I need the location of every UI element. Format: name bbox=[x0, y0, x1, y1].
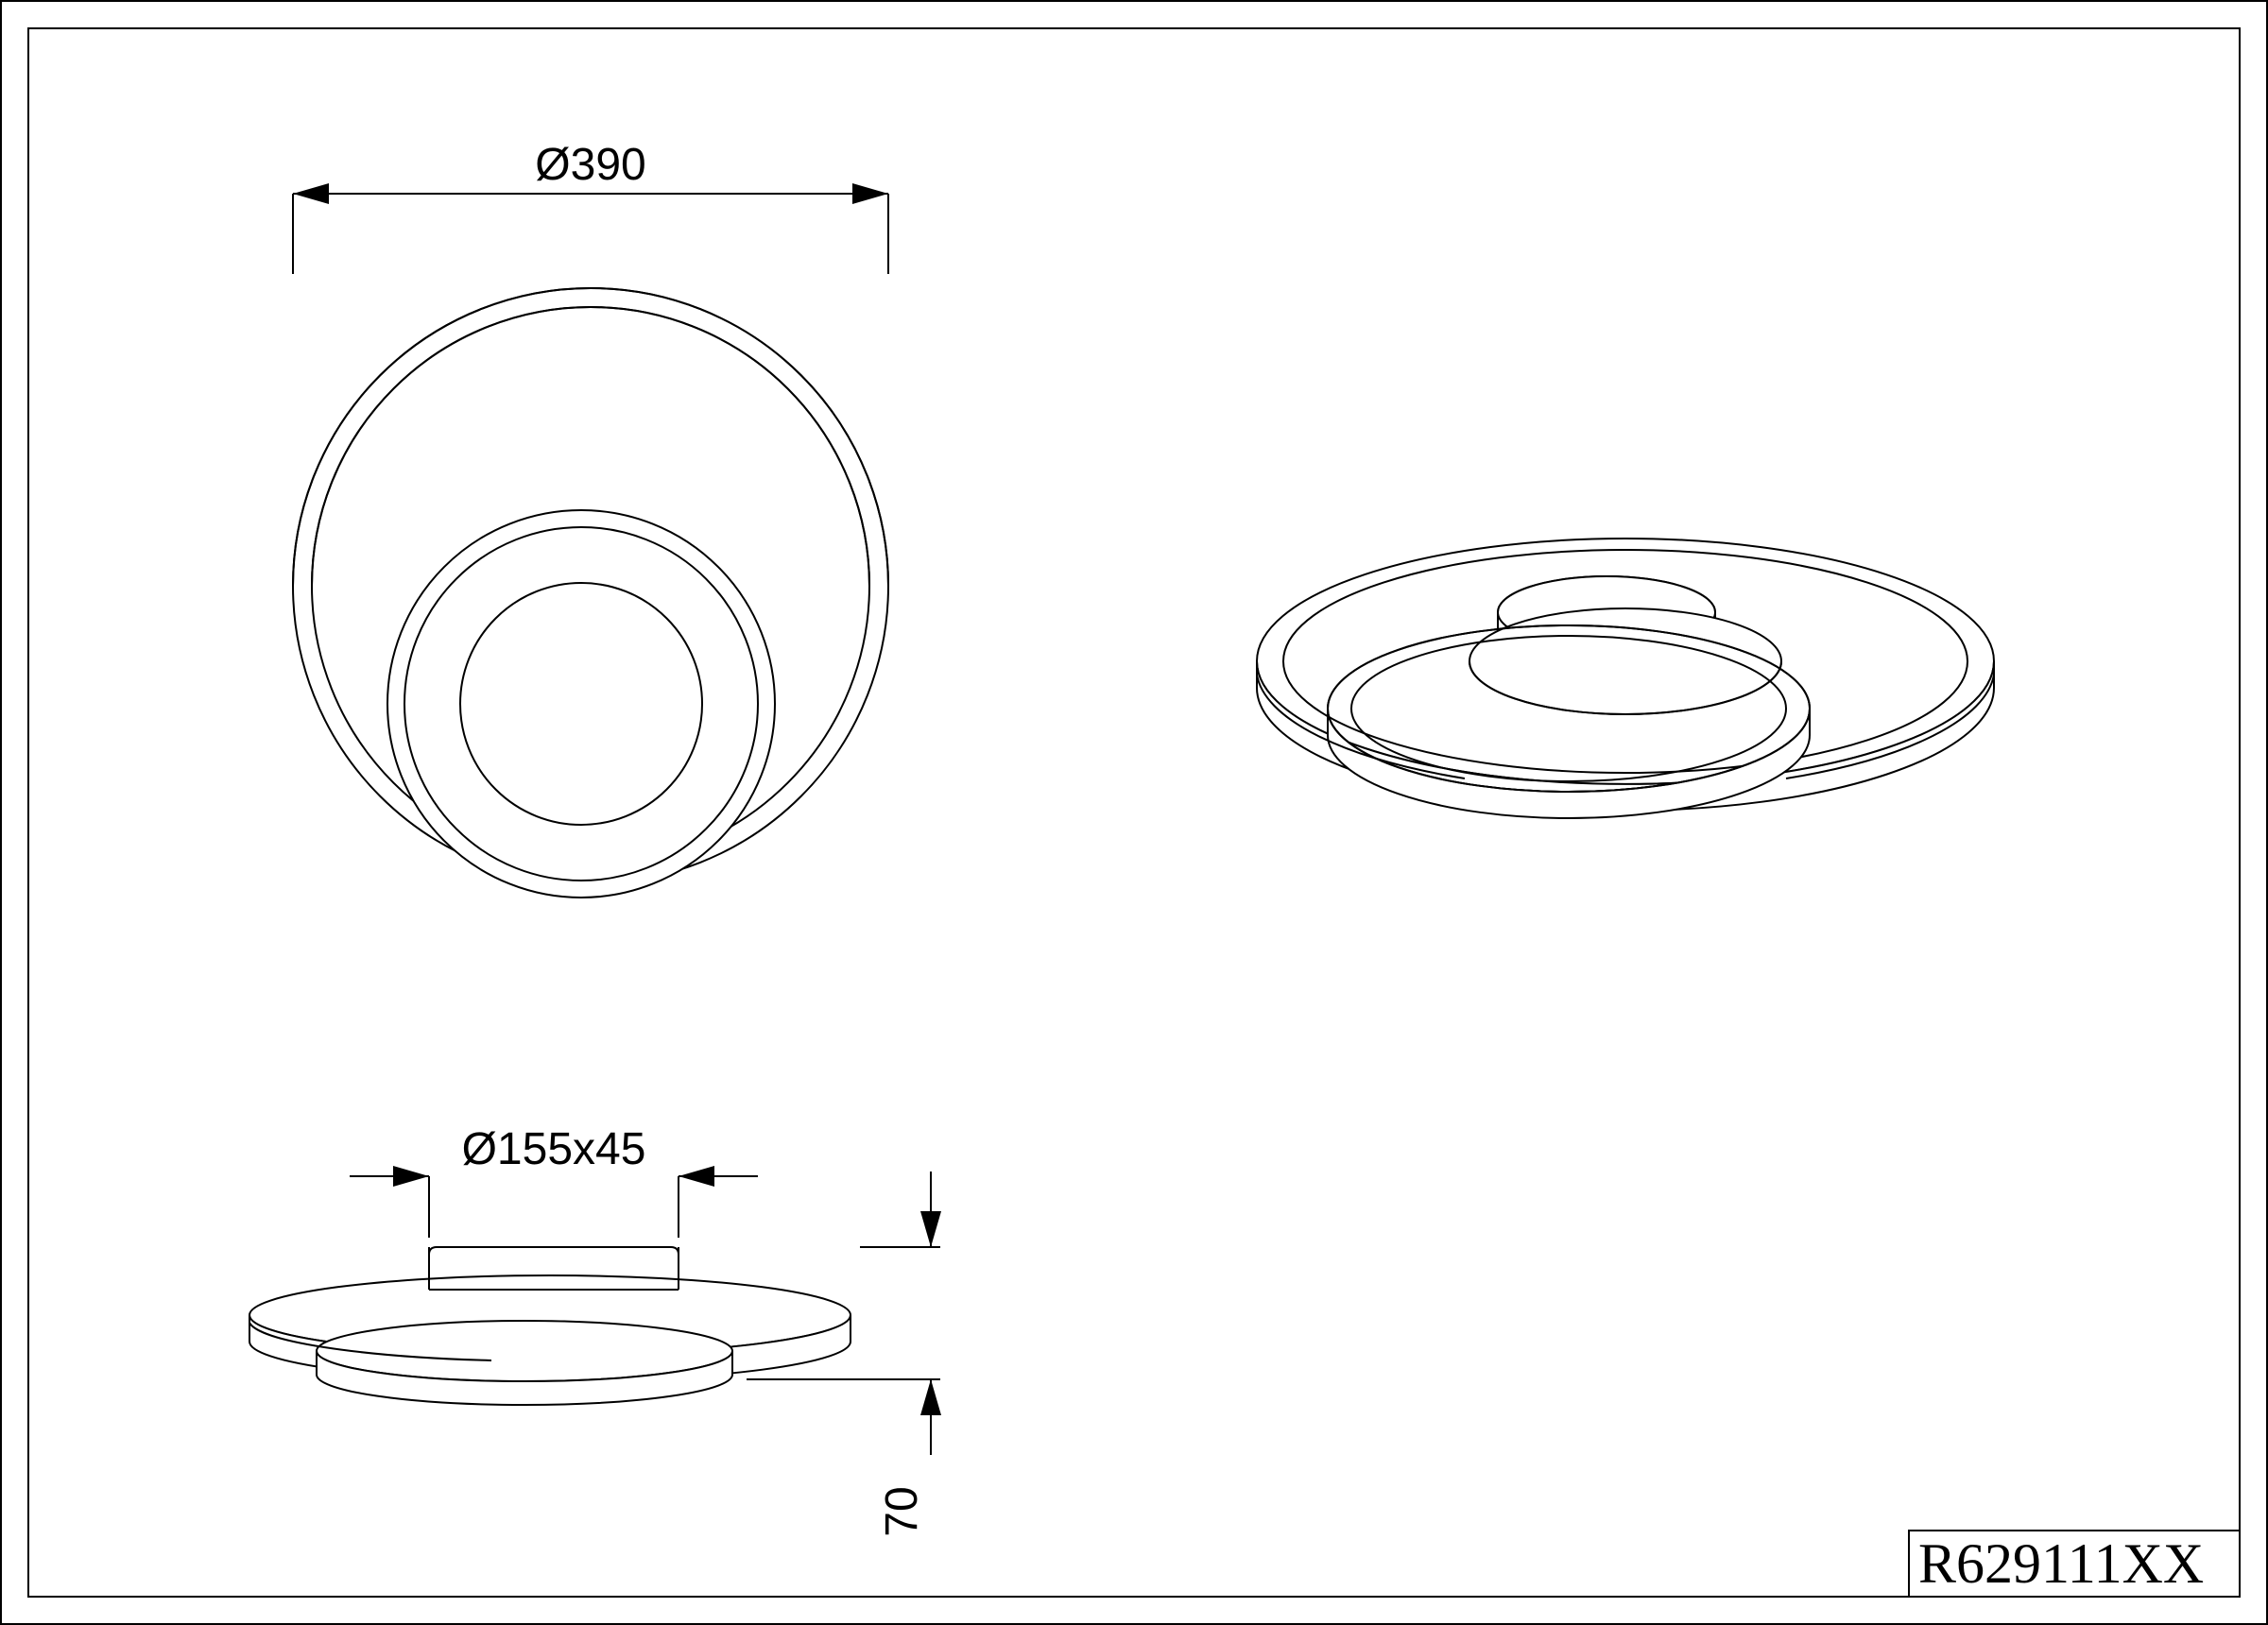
dim-top-diameter-label: Ø390 bbox=[535, 140, 645, 190]
part-number-label: R629111XX bbox=[1918, 1532, 2204, 1595]
dim-height-label: 70 bbox=[877, 1486, 927, 1536]
part-number-box: R629111XX bbox=[1909, 1531, 2240, 1597]
dimension-base: Ø155x45 bbox=[350, 1124, 758, 1238]
isometric-view bbox=[1257, 539, 1994, 818]
technical-drawing: Ø390 Ø155x45 bbox=[0, 0, 2268, 1625]
side-view bbox=[249, 1247, 850, 1405]
drawing-page: Ø390 Ø155x45 bbox=[0, 0, 2268, 1625]
dim-base-label: Ø155x45 bbox=[462, 1124, 646, 1174]
dimension-top-diameter: Ø390 bbox=[293, 140, 888, 274]
top-view bbox=[293, 288, 888, 898]
